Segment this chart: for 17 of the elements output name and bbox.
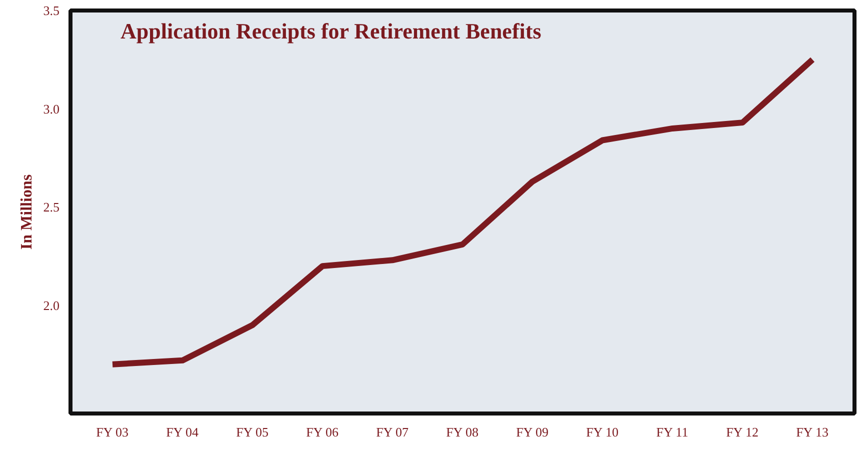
chart-title: Application Receipts for Retirement Benefits: [120, 18, 542, 44]
x-tick-label: FY 07: [376, 424, 409, 440]
x-tick-label: FY 04: [166, 424, 199, 440]
y-tick-label: 2.0: [43, 298, 60, 313]
x-tick-label: FY 03: [96, 424, 128, 440]
x-tick-label: FY 12: [726, 424, 758, 440]
x-tick-label: FY 08: [446, 424, 478, 440]
x-tick-label: FY 05: [236, 424, 268, 440]
x-tick-label: FY 10: [586, 424, 618, 440]
y-axis-title: In Millions: [18, 174, 36, 250]
y-tick-label: 2.5: [43, 200, 60, 215]
x-tick-label: FY 06: [306, 424, 339, 440]
x-tick-label: FY 13: [796, 424, 828, 440]
y-tick-label: 3.0: [43, 101, 60, 116]
x-tick-label: FY 09: [516, 424, 548, 440]
x-tick-label: FY 11: [656, 424, 688, 440]
y-tick-label: 3.5: [43, 3, 60, 18]
